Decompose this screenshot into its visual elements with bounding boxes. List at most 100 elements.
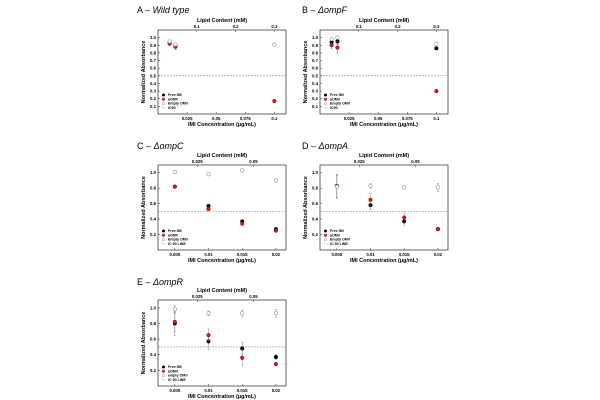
data-point [402,215,407,220]
data-point [329,43,334,48]
x-tick-label: 0.1 [433,116,440,121]
panel-3: C – ΔompC 0.2 0.4 0.6 0.8 1.0 0.005 0.01 0.015 0.… [137,141,287,264]
top-tick-label: 0.3 [433,24,440,29]
top-axis-label: Lipid Content (mM) [359,153,409,159]
y-tick-label: 0.4 [312,217,319,222]
data-point [335,45,340,50]
panel-title-strain: ΔompA [318,141,349,151]
y-tick-label: 0.8 [150,50,157,55]
legend-marker [161,229,165,233]
y-tick-label: 1.0 [312,170,319,175]
legend-label: IC 50 LINE [168,242,186,246]
panel-4: D – ΔompA 0.2 0.4 0.6 0.8 1.0 0.005 0.01 0.015 0.… [302,141,449,264]
y-tick-label: 0.2 [312,96,319,101]
y-tick-label: 0.2 [312,232,319,237]
legend-label: IC50 [330,106,338,110]
panel-title: D – ΔompA [302,141,348,151]
y-tick-label: 0.8 [312,50,319,55]
panel-title: C – ΔompC [137,141,184,151]
data-point [167,39,172,44]
y-tick-label: 0.3 [150,89,157,94]
data-point [240,311,245,316]
data-point [240,168,245,173]
legend-label: aOMV [168,369,179,373]
y-tick-label: 0.6 [150,337,157,342]
series-red [329,41,439,94]
legend-label: Empty OMV [330,238,351,242]
legend-marker [161,374,165,378]
data-point [172,169,177,175]
data-point [368,197,373,202]
x-tick-label: 0.01 [204,252,213,257]
legend-marker [161,238,165,242]
data-point [273,311,278,316]
data-point [368,183,373,188]
legend-label: Free IMI [168,365,182,369]
legend-label: aOMV [168,97,179,101]
legend-label: Free IMI [168,229,182,233]
top-axis-label: Lipid Content (mM) [197,288,247,294]
x-tick-label: 0.005 [331,252,342,257]
data-point [435,227,440,232]
panel-5: E – ΔompR 0.2 0.4 0.6 0.8 1.0 0.005 0.01 0.015 0.… [137,277,287,400]
y-tick-label: 0.7 [312,58,319,63]
x-tick-label: 0.015 [237,252,248,257]
x-tick-label: 0.01 [366,252,375,257]
panel-1: A – Wild type 0.1 0.2 0.3 0.4 0.5 0.6 0.7 0.8 0.9… [137,5,287,128]
series-red [172,312,278,367]
series-open [334,174,440,199]
series-black [172,184,278,232]
panel-2: B – ΔompF 0.1 0.2 0.3 0.4 0.5 0.6 0.7 0.8 0.9 1.0 0… [302,5,449,128]
top-tick-label: 0.05 [249,159,258,164]
legend-label: IC 50 LINE [168,378,186,382]
series-open [172,168,278,183]
y-tick-label: 0.7 [150,58,157,63]
series-open [329,35,439,46]
legend-label: aOMV [330,233,341,237]
x-tick-label: 0.02 [272,388,281,393]
data-point [173,42,178,47]
legend-marker [161,233,165,237]
x-tick-label: 0.05 [212,116,221,121]
x-tick-label: 0.005 [169,388,180,393]
x-axis-label: IMI Concentration (µg/mL) [188,258,256,264]
y-tick-label: 0.6 [150,66,157,71]
y-tick-label: 0.6 [312,201,319,206]
data-point [206,311,211,316]
data-point [240,346,245,351]
top-tick-label: 0.3 [271,24,278,29]
data-point [273,355,278,360]
top-tick-label: 0.2 [395,24,402,29]
data-point [335,35,340,40]
data-point [272,98,277,104]
y-axis-label: Normalized Absorbance [141,41,147,104]
x-tick-label: 0.015 [399,252,410,257]
y-tick-label: 0.6 [150,201,157,206]
panel-title: A – Wild type [137,5,189,15]
panel-title: B – ΔompF [302,5,348,15]
x-axis-label: IMI Concentration (µg/mL) [188,122,256,128]
data-point [206,333,211,338]
data-point [273,362,278,367]
series-red [172,184,278,233]
y-tick-label: 0.6 [312,66,319,71]
x-tick-label: 0.05 [374,116,383,121]
top-tick-label: 0.05 [411,159,420,164]
panel-title-strain: Wild type [153,5,190,15]
y-tick-label: 0.2 [150,368,157,373]
panel-title-prefix: D – [302,141,319,151]
top-tick-label: 0.025 [354,159,365,164]
data-point [434,41,439,46]
legend-marker [324,229,328,233]
y-tick-label: 0.2 [150,96,157,101]
panel-title-prefix: C – [137,141,154,151]
legend-marker [161,93,165,97]
y-tick-label: 0.4 [150,352,157,357]
legend-marker [161,102,165,106]
data-point [434,46,439,51]
legend-label: Empty OMV [168,238,189,242]
